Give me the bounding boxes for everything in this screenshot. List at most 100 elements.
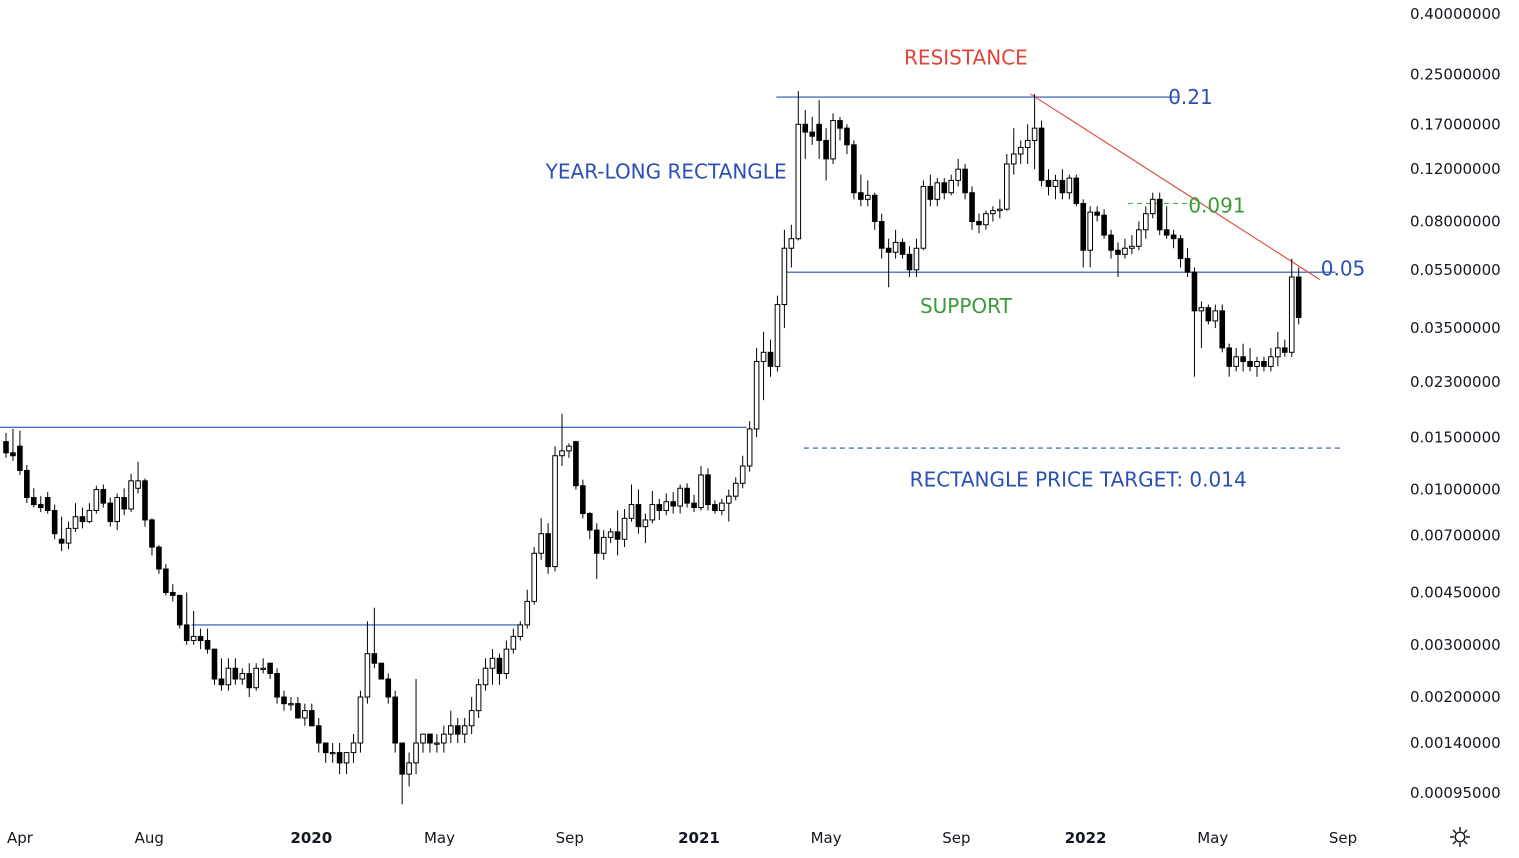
candle-body [983,213,989,226]
candle [156,545,162,574]
candle-body [1045,179,1052,187]
candle [24,464,30,504]
candle-body [955,168,961,181]
candle-body [774,304,781,367]
candle [1066,174,1073,200]
candle-body [1295,276,1302,318]
candle-body [621,517,628,540]
candle [427,733,433,753]
candle-body [788,238,795,249]
candle [983,210,989,230]
candle-body [1108,234,1114,251]
candle [698,466,704,511]
candle [441,725,447,753]
candles [3,91,1302,805]
candle [1010,128,1017,175]
candle [454,717,461,744]
candle-body [17,445,23,471]
candle [1247,347,1253,372]
candle [1233,347,1239,372]
y-tick-label: 0.00140000 [1410,734,1501,752]
candle [176,594,183,629]
candle-body [1129,245,1135,249]
candle [79,507,86,529]
candle-body [1136,229,1142,247]
candle-body [149,519,155,548]
candle [420,733,426,753]
x-tick-label: Sep [556,829,584,847]
candle [941,178,948,200]
candle-body [156,546,162,570]
candle [218,658,225,691]
candle [962,163,968,200]
candle [385,673,392,704]
candle-body [364,653,371,698]
y-tick-label: 0.40000000 [1410,5,1501,23]
candle-body [44,497,51,512]
candle-body [315,725,322,744]
candle [1212,304,1219,329]
candle-body [962,168,968,194]
candle [1101,209,1107,239]
candle [1295,267,1302,325]
y-tick-label: 0.02300000 [1410,373,1501,391]
y-tick-label: 0.00200000 [1410,688,1501,706]
candle-body [72,516,79,529]
candle-body [65,527,72,544]
candle-body [434,742,440,745]
candle [823,128,829,181]
candle [538,518,544,560]
candle-body [239,673,246,680]
candle [1156,192,1163,236]
candle [885,238,892,288]
candle [1198,301,1205,348]
candle-body [510,635,517,650]
candle [65,521,72,550]
candle [37,496,44,513]
candle [948,174,955,196]
candle [739,455,746,489]
candle-body [427,733,433,744]
candle-body [566,445,572,452]
candle [302,703,308,726]
candle [1143,206,1149,239]
candle-body [1073,177,1080,204]
x-tick-label: Sep [1329,829,1357,847]
candle-body [1156,198,1163,231]
candle-body [871,194,878,222]
y-axis: 0.40000000 0.25000000 0.17000000 0.12000000… [1410,5,1501,802]
candle [461,717,468,744]
candle [44,492,51,514]
candle [1108,229,1114,259]
candle-body [392,696,398,744]
candle-body [281,696,287,705]
candle [204,628,211,654]
candle-body [51,510,58,535]
x-tick-label: 2020 [290,829,332,847]
candle [413,679,419,775]
annotation-label: RECTANGLE PRICE TARGET: 0.014 [910,468,1247,492]
candle-body [10,452,16,457]
candle [100,484,107,508]
candle [1177,235,1184,268]
candle-body [420,733,426,744]
candle-body [1254,361,1260,367]
settings-gear-icon[interactable] [1449,826,1471,848]
annotation-label: 0.21 [1168,85,1213,109]
candle [795,91,802,241]
candle-body [746,428,753,467]
candle [628,484,635,522]
candle-body [489,657,496,669]
candle-body [357,696,364,744]
candle-body [1247,361,1253,367]
y-tick-label: 0.01000000 [1410,481,1501,499]
candle-body [865,194,871,200]
candle [1073,174,1080,207]
candle-body [1288,276,1295,353]
candle-body [1080,202,1087,251]
candle-body [1038,127,1045,181]
candle-body [31,497,37,506]
candle-body [844,127,850,146]
candle [10,428,16,461]
